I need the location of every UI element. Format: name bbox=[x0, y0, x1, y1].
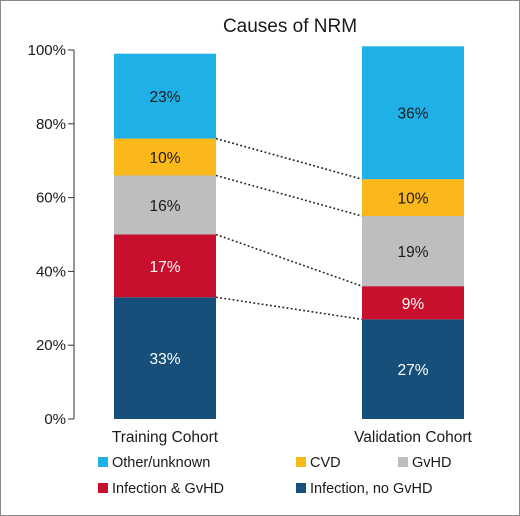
y-axis: 0% 20% 40% 60% 80% 100% bbox=[28, 42, 75, 428]
bar-segment-label: 36% bbox=[397, 106, 428, 123]
x-category-label: Validation Cohort bbox=[354, 429, 472, 446]
bar-segment-label: 19% bbox=[397, 244, 428, 261]
bar-segment bbox=[362, 179, 464, 217]
y-tick-label: 60% bbox=[36, 190, 66, 207]
category-labels: Training Cohort Validation Cohort bbox=[112, 429, 473, 446]
bar-segment-label: 27% bbox=[397, 362, 428, 379]
connector-lines bbox=[215, 137, 363, 321]
bar-segment-label: 10% bbox=[397, 191, 428, 208]
y-tick-label: 20% bbox=[36, 337, 66, 354]
x-category-label: Training Cohort bbox=[112, 429, 219, 446]
legend-label: CVD bbox=[310, 455, 341, 471]
y-tick-label: 0% bbox=[44, 411, 66, 428]
y-tick-label: 80% bbox=[36, 116, 66, 133]
legend-label: GvHD bbox=[412, 455, 451, 471]
chart-title: Causes of NRM bbox=[223, 16, 357, 37]
bar-segment bbox=[114, 175, 216, 235]
bar-segment bbox=[362, 286, 464, 320]
bar-segment-label: 17% bbox=[149, 259, 180, 276]
bar-segment-label: 33% bbox=[149, 351, 180, 368]
bar-segment bbox=[114, 234, 216, 298]
bar-segment bbox=[362, 216, 464, 287]
y-tick-label: 100% bbox=[28, 42, 66, 59]
legend-swatch bbox=[398, 457, 408, 467]
legend-label: Infection & GvHD bbox=[112, 481, 224, 497]
connector-line bbox=[215, 296, 363, 321]
bars: 33% 17% 16% 10% 23% 27% 9% 19% 10% 36% bbox=[114, 46, 464, 419]
bar-segment bbox=[114, 138, 216, 176]
bar-segment-label: 23% bbox=[149, 89, 180, 106]
legend-swatch bbox=[98, 457, 108, 467]
bar-segment bbox=[362, 46, 464, 180]
bar-segment bbox=[114, 53, 216, 139]
connector-line bbox=[215, 174, 363, 217]
bar-segment-label: 16% bbox=[149, 198, 180, 215]
legend-swatch bbox=[98, 483, 108, 493]
bar-segment-label: 9% bbox=[402, 296, 425, 313]
legend: Other/unknown CVD GvHD Infection & GvHD Infe… bbox=[98, 455, 451, 497]
legend-label: Other/unknown bbox=[112, 455, 210, 471]
legend-label: Infection, no GvHD bbox=[310, 481, 433, 497]
legend-swatch bbox=[296, 457, 306, 467]
bar-segment-label: 10% bbox=[149, 150, 180, 167]
bar-segment bbox=[114, 297, 216, 419]
connector-line bbox=[215, 233, 363, 287]
legend-swatch bbox=[296, 483, 306, 493]
y-tick-label: 40% bbox=[36, 263, 66, 280]
connector-line bbox=[215, 137, 363, 180]
bar-segment bbox=[362, 319, 464, 419]
